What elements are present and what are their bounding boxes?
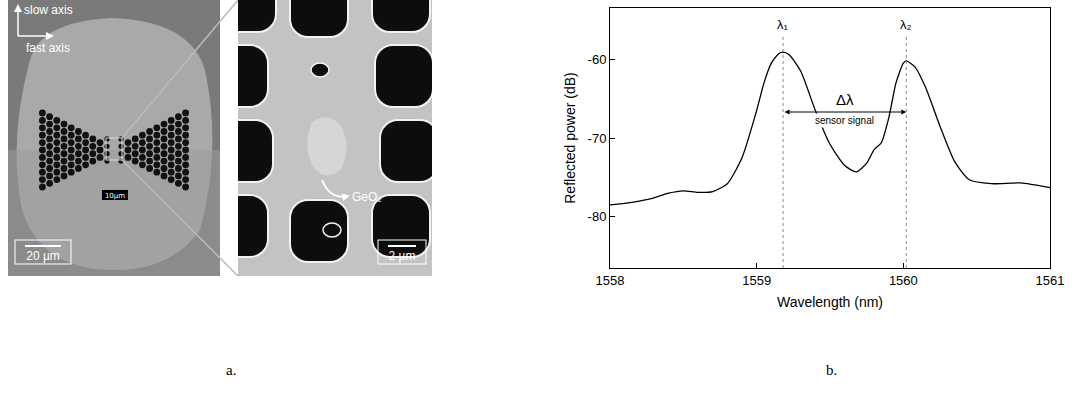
svg-text:1558: 1558 [596,273,625,288]
svg-text:slow axis: slow axis [24,3,73,17]
html-text:b.: b. [826,362,838,378]
svg-text:Reflected power (dB): Reflected power (dB) [562,72,578,204]
svg-text:GeO₂: GeO₂ [352,190,382,204]
svg-text:fast axis: fast axis [26,41,70,55]
svg-text:Δλ: Δλ [836,91,854,108]
svg-text:λ₁: λ₁ [777,17,789,32]
svg-text:2 µm: 2 µm [389,249,416,263]
svg-text:1561: 1561 [1036,273,1065,288]
svg-text:1559: 1559 [742,273,771,288]
svg-text:10µm: 10µm [105,192,125,200]
svg-text:λ₂: λ₂ [900,17,912,32]
svg-text:-80: -80 [588,209,607,224]
svg-text:20 µm: 20 µm [26,249,60,263]
svg-text:-70: -70 [588,131,607,146]
svg-text:1560: 1560 [889,273,918,288]
html-text:a.: a. [226,362,237,378]
svg-text:sensor signal: sensor signal [815,115,874,126]
svg-text:Wavelength (nm): Wavelength (nm) [777,294,883,310]
svg-text:-60: -60 [588,52,607,67]
